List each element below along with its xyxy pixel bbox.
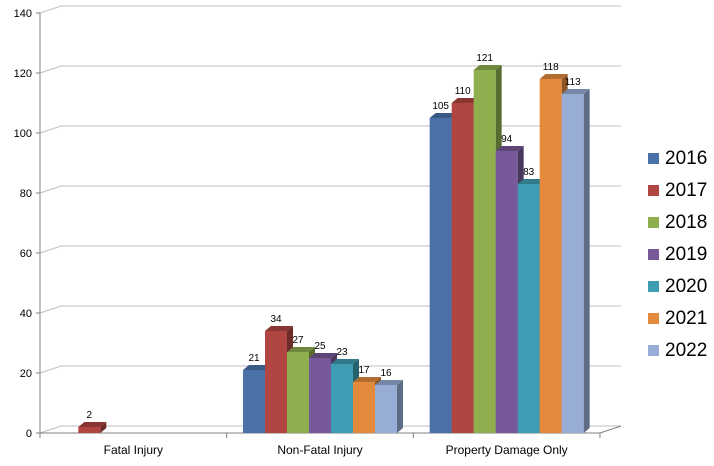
legend-item: 2017 bbox=[648, 174, 714, 206]
bar-side bbox=[583, 89, 590, 433]
data-label: 118 bbox=[543, 62, 559, 73]
floor-edge bbox=[599, 425, 622, 434]
bar-top bbox=[375, 380, 403, 385]
legend-label: 2017 bbox=[665, 179, 708, 201]
bar bbox=[331, 364, 353, 433]
legend-swatch bbox=[648, 152, 659, 164]
bar-top bbox=[473, 65, 502, 70]
data-label: 23 bbox=[336, 347, 348, 358]
legend-item: 2022 bbox=[648, 334, 714, 366]
legend-item: 2020 bbox=[648, 270, 714, 302]
bar-top bbox=[287, 347, 315, 352]
y-tick-label: 120 bbox=[14, 68, 32, 80]
bar bbox=[473, 70, 496, 433]
legend-label: 2020 bbox=[665, 275, 708, 297]
bar-top bbox=[561, 89, 590, 94]
gridline-depth bbox=[39, 65, 62, 74]
y-tick-label: 60 bbox=[20, 248, 32, 260]
legend-swatch bbox=[648, 344, 659, 356]
legend-item: 2019 bbox=[648, 238, 714, 270]
bar-top bbox=[265, 326, 293, 331]
legend-swatch bbox=[648, 248, 659, 260]
bar bbox=[243, 370, 265, 433]
gridline-depth bbox=[39, 245, 62, 254]
legend-label: 2022 bbox=[665, 339, 708, 361]
bar bbox=[353, 382, 375, 433]
y-tick-label: 100 bbox=[14, 128, 32, 140]
gridline-depth bbox=[39, 185, 62, 194]
legend-label: 2019 bbox=[665, 243, 708, 265]
bar-top bbox=[451, 98, 480, 103]
legend-swatch bbox=[648, 312, 659, 324]
data-label: 21 bbox=[248, 353, 260, 364]
bar-side bbox=[100, 422, 107, 433]
data-label: 94 bbox=[501, 134, 513, 145]
bar bbox=[265, 331, 287, 433]
legend-swatch bbox=[648, 280, 659, 292]
bar bbox=[517, 184, 540, 433]
y-tick-label: 140 bbox=[14, 8, 32, 20]
legend: 2016 2017 2018 2019 2020 2021 2022 bbox=[648, 142, 714, 366]
legend-swatch bbox=[648, 216, 659, 228]
data-label: 27 bbox=[292, 335, 304, 346]
legend-label: 2018 bbox=[665, 211, 708, 233]
legend-item: 2018 bbox=[648, 206, 714, 238]
data-label: 25 bbox=[314, 341, 326, 352]
bar-top bbox=[78, 422, 107, 427]
data-label: 17 bbox=[358, 365, 370, 376]
data-label: 2 bbox=[87, 410, 93, 421]
y-tick-label: 80 bbox=[20, 188, 32, 200]
gridline-depth bbox=[39, 5, 62, 14]
bar bbox=[539, 79, 562, 433]
gridline-depth bbox=[39, 425, 62, 434]
bar-top bbox=[517, 179, 546, 184]
bar bbox=[375, 385, 397, 433]
gridline-depth bbox=[39, 305, 62, 314]
legend-item: 2021 bbox=[648, 302, 714, 334]
gridline-depth bbox=[39, 125, 62, 134]
data-label: 113 bbox=[565, 77, 581, 88]
x-tick-label: Property Damage Only bbox=[446, 443, 568, 457]
bar bbox=[78, 427, 101, 433]
bar bbox=[309, 358, 331, 433]
data-label: 105 bbox=[432, 101, 449, 112]
y-tick-label: 0 bbox=[26, 428, 32, 440]
x-tick-label: Fatal Injury bbox=[104, 443, 163, 457]
bar-top bbox=[243, 365, 271, 370]
bar bbox=[287, 352, 309, 433]
data-label: 110 bbox=[455, 86, 471, 97]
bar-top bbox=[429, 113, 458, 118]
bar bbox=[429, 118, 452, 433]
x-tick-label: Non-Fatal Injury bbox=[277, 443, 362, 457]
bar-top bbox=[353, 377, 381, 382]
legend-item: 2016 bbox=[648, 142, 714, 174]
bar-top bbox=[539, 74, 568, 79]
bar bbox=[495, 151, 518, 433]
legend-label: 2021 bbox=[665, 307, 708, 329]
y-tick-label: 40 bbox=[20, 308, 32, 320]
data-label: 121 bbox=[476, 53, 493, 64]
bar-side bbox=[397, 380, 403, 433]
data-label: 34 bbox=[270, 314, 282, 325]
bar-top bbox=[495, 146, 524, 151]
legend-label: 2016 bbox=[665, 147, 708, 169]
bar-top bbox=[309, 353, 337, 358]
gridline-depth bbox=[39, 365, 62, 374]
data-label: 16 bbox=[380, 368, 392, 379]
data-label: 83 bbox=[523, 167, 535, 178]
bar bbox=[451, 103, 474, 433]
y-tick-label: 20 bbox=[20, 368, 32, 380]
bar bbox=[561, 94, 584, 433]
bar-top bbox=[331, 359, 359, 364]
legend-swatch bbox=[648, 184, 659, 196]
